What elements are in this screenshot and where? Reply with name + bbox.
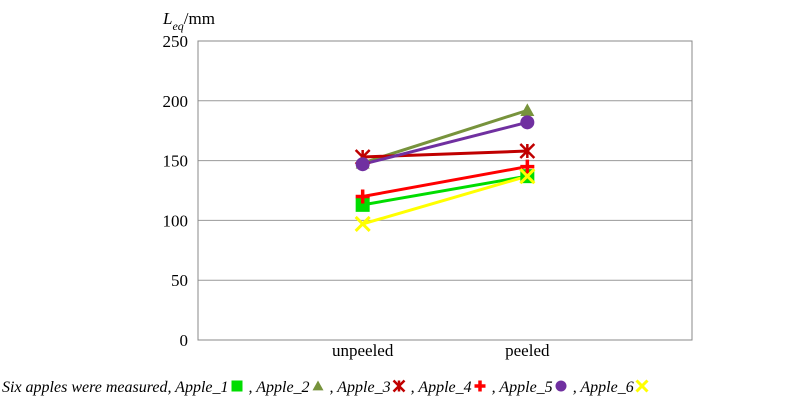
x-tick-label: unpeeled — [332, 341, 394, 360]
legend-separator: , — [329, 379, 334, 396]
legend-marker — [635, 379, 649, 393]
legend-label: Apple_2 — [256, 379, 310, 396]
legend-label: Apple_4 — [418, 379, 472, 396]
legend-symbol — [474, 380, 486, 392]
legend-separator: , — [410, 379, 415, 396]
legend-marker — [555, 380, 567, 392]
y-tick-label: 150 — [163, 152, 189, 171]
y-tick-label: 0 — [180, 331, 189, 350]
data-point — [355, 157, 370, 172]
legend-symbol — [555, 380, 567, 392]
series-line — [362, 120, 528, 166]
y-label-main: L — [162, 9, 172, 28]
data-point — [519, 143, 536, 159]
chart: Leq/mm 0 50 100 150 200 250 unpeeled peeled — [162, 9, 693, 360]
data-point — [354, 215, 371, 233]
legend-symbol — [231, 380, 242, 392]
y-label-unit: /mm — [184, 9, 215, 28]
data-point — [519, 168, 536, 185]
legend-label: Apple_1 — [175, 379, 229, 396]
legend: Six apples were measured, Apple_1 , Appl… — [2, 379, 650, 397]
legend-separator: , — [248, 379, 253, 396]
legend-label: Apple_5 — [499, 379, 553, 396]
data-point — [520, 103, 535, 116]
legend-marker — [312, 380, 324, 391]
series-line — [362, 174, 528, 226]
y-axis-label: Leq/mm — [162, 9, 215, 33]
series-line — [362, 108, 528, 165]
legend-separator: , — [491, 379, 496, 396]
legend-symbol — [635, 379, 649, 393]
y-label-sub: eq — [172, 19, 183, 33]
legend-label: Apple_3 — [337, 379, 391, 396]
plot-border — [197, 40, 693, 341]
data-point — [355, 189, 370, 204]
legend-marker — [231, 380, 242, 392]
legend-intro: Six apples were measured, — [2, 379, 172, 396]
data-point — [520, 115, 535, 130]
y-tick-label: 100 — [163, 211, 189, 230]
legend-marker — [392, 379, 405, 393]
y-tick-label: 200 — [163, 92, 189, 111]
y-tick-label: 250 — [163, 32, 189, 51]
legend-marker — [474, 380, 486, 392]
x-tick-label: peeled — [505, 341, 550, 360]
legend-symbol — [392, 379, 405, 393]
legend-label: Apple_6 — [580, 379, 634, 396]
legend-separator: , — [572, 379, 577, 396]
y-tick-label: 50 — [171, 271, 188, 290]
series-line — [362, 165, 528, 198]
data-point — [520, 159, 535, 174]
data-point — [355, 197, 370, 212]
series-line — [362, 174, 528, 207]
legend-symbol — [312, 380, 324, 391]
